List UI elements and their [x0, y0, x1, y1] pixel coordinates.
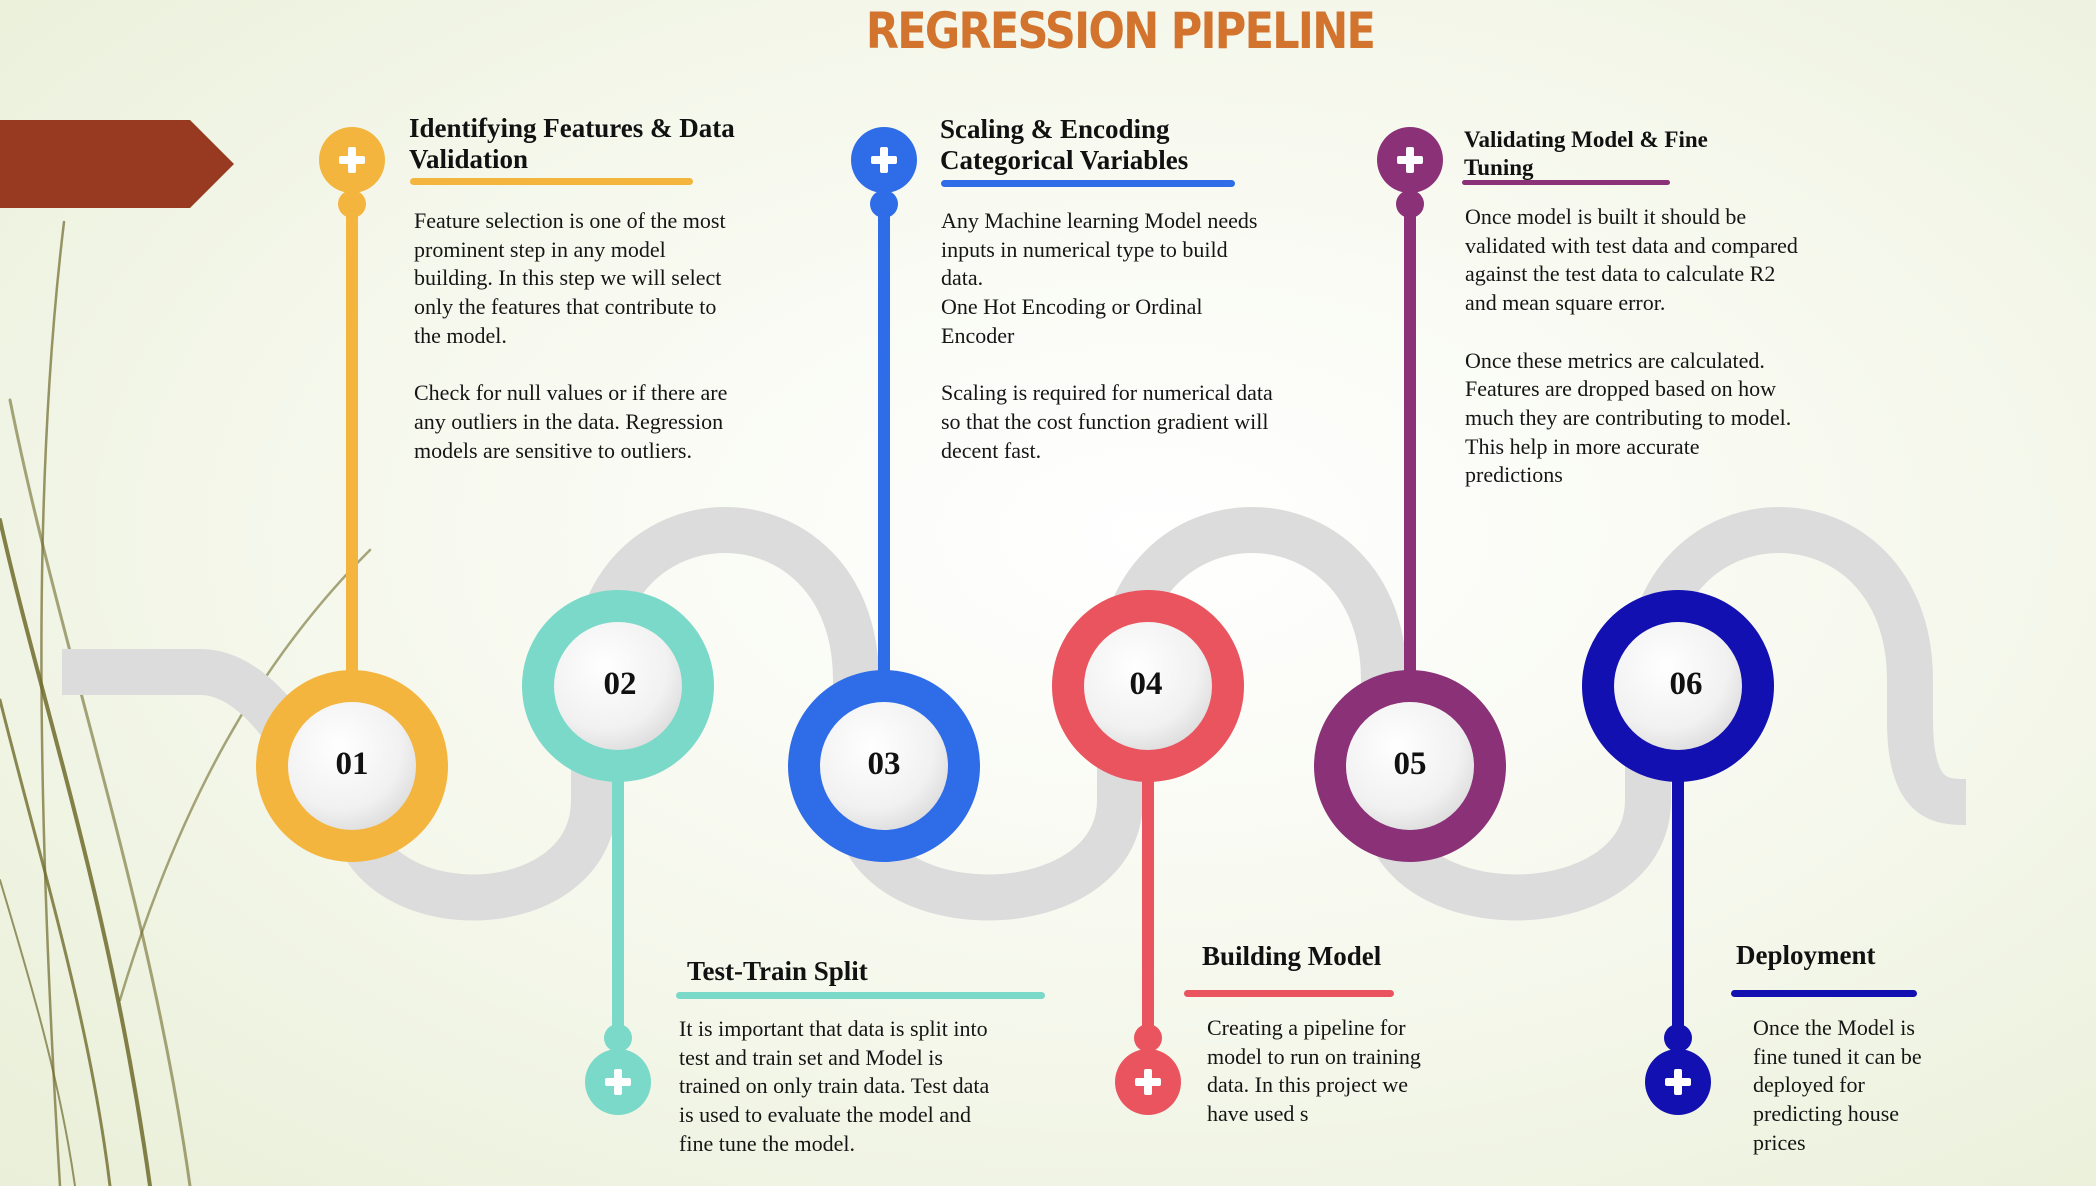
- step-04-connector-node: [1134, 1024, 1162, 1052]
- step-04-heading: Building Model: [1202, 941, 1382, 971]
- step-06-connector-node: [1664, 1024, 1692, 1052]
- plus-icon-bar-v: [1406, 147, 1414, 173]
- step-04-underline: [1184, 990, 1394, 997]
- step-02-heading: Test-Train Split: [687, 956, 868, 986]
- step-05-number: 05: [1393, 746, 1427, 782]
- step-01-plus-icon[interactable]: [319, 127, 385, 193]
- step-02-underline: [676, 992, 1045, 999]
- plus-icon-bar-v: [1144, 1069, 1152, 1095]
- step-06-plus-icon[interactable]: [1645, 1049, 1711, 1115]
- step-01-connector-node: [338, 190, 366, 218]
- step-02-number: 02: [603, 666, 637, 702]
- step-01-number: 01: [335, 746, 369, 782]
- step-03-underline: [941, 180, 1235, 187]
- step-05-underline: [1462, 180, 1670, 185]
- step-02-description: It is important that data is split into …: [679, 1016, 990, 1156]
- step-04-plus-icon[interactable]: [1115, 1049, 1181, 1115]
- step-01-underline: [410, 178, 693, 185]
- step-01-heading: Identifying Features & Data Validation: [409, 113, 735, 174]
- step-03-heading: Scaling & Encoding Categorical Variables: [940, 114, 1189, 175]
- step-02-disc: [554, 622, 682, 750]
- step-04-number: 04: [1129, 666, 1163, 702]
- step-06-disc: [1614, 622, 1742, 750]
- step-02-connector-node: [604, 1024, 632, 1052]
- page-title: REGRESSION PIPELINE: [865, 2, 1376, 60]
- arrow-banner: [0, 120, 234, 208]
- step-06-description: Once the Model is fine tuned it can be d…: [1753, 1015, 1922, 1155]
- plus-icon-bar-v: [880, 147, 888, 173]
- step-03-description: Any Machine learning Model needs inputs …: [941, 208, 1273, 463]
- winding-road: [62, 507, 1967, 921]
- step-02-plus-icon[interactable]: [585, 1049, 651, 1115]
- step-06-heading: Deployment: [1736, 940, 1876, 970]
- step-03-disc: [820, 702, 948, 830]
- plus-icon-bar-v: [1674, 1069, 1682, 1095]
- plus-icon-bar-v: [348, 147, 356, 173]
- step-05-heading: Validating Model & Fine Tuning: [1464, 127, 1708, 180]
- step-03-plus-icon[interactable]: [851, 127, 917, 193]
- step-04-description: Creating a pipeline for model to run on …: [1207, 1015, 1421, 1127]
- grass-decoration: [0, 220, 372, 1186]
- step-01-description: Feature selection is one of the most pro…: [414, 208, 728, 463]
- step-05-connector-node: [1396, 190, 1424, 218]
- step-06-underline: [1731, 990, 1917, 997]
- plus-icon-bar-v: [614, 1069, 622, 1095]
- step-04-disc: [1084, 622, 1212, 750]
- step-06-number: 06: [1669, 666, 1703, 702]
- step-05-description: Once model is built it should be validat…: [1465, 204, 1798, 488]
- step-01-disc: [288, 702, 416, 830]
- step-05-disc: [1346, 702, 1474, 830]
- step-05-plus-icon[interactable]: [1377, 127, 1443, 193]
- step-03-connector-node: [870, 190, 898, 218]
- step-03-number: 03: [867, 746, 901, 782]
